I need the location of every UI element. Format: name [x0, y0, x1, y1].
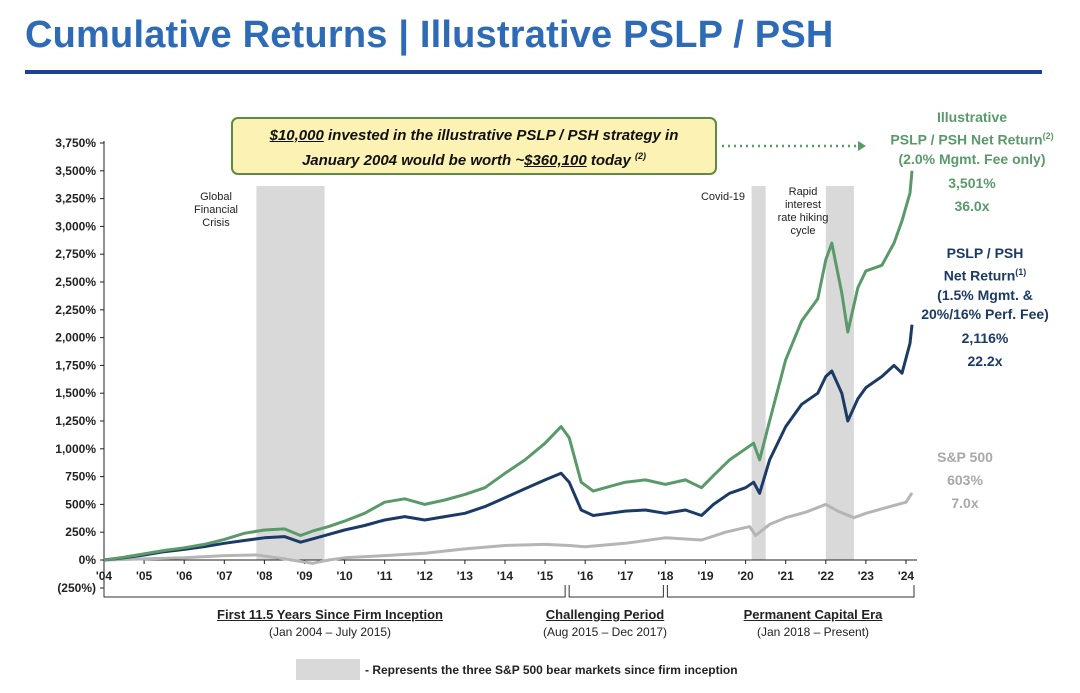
y-tick-label: 1,000% [55, 442, 96, 456]
period-bracket-2 [666, 585, 915, 598]
x-tick-label: '24 [898, 569, 915, 583]
y-tick-label: 1,750% [55, 358, 96, 372]
x-tick-label: '05 [136, 569, 153, 583]
page-title: Cumulative Returns | Illustrative PSLP /… [25, 14, 834, 56]
period-permanent-sub: (Jan 2018 – Present) [756, 625, 870, 639]
pslp-pct: 2,116% [961, 329, 1009, 346]
callout-footnote: (2) [635, 151, 647, 161]
series-line-sp500 [103, 492, 914, 565]
y-tick-label: 3,000% [55, 219, 96, 233]
x-tick-label: '12 [417, 569, 434, 583]
illustrative-l3: (2.0% Mgmt. Fee only) [898, 150, 1046, 167]
bear-market-shade-0 [256, 186, 325, 560]
callout-value: $360,100 [524, 152, 587, 169]
sp500-mult: 7.0x [951, 495, 979, 511]
pslp-l2: Net Return [943, 267, 1016, 284]
x-tick-label: '18 [657, 569, 674, 583]
pslp-note: (1) [1015, 267, 1027, 277]
y-tick-label: 2,750% [55, 247, 96, 261]
callout-text-1: invested in the illustrative PSLP / PSH … [323, 127, 679, 144]
illustrative-note: (2) [1042, 131, 1054, 141]
pslp-series-label: PSLP / PSH Net Return(1) (1.5% Mgmt. & 2… [915, 244, 1055, 371]
x-tick-label: '07 [216, 569, 233, 583]
x-tick-label: '09 [296, 569, 313, 583]
legend-text: - Represents the three S&P 500 bear mark… [365, 663, 738, 677]
illustrative-l1: Illustrative [936, 109, 1008, 125]
callout-text-3: today [586, 152, 636, 169]
rate-hike-label: Rapid interest rate hiking cycle [777, 186, 829, 237]
x-tick-label: '04 [96, 569, 113, 583]
x-tick-label: '17 [617, 569, 634, 583]
y-tick-label: 750% [65, 470, 96, 484]
gfc-label: Global Financial Crisis [193, 191, 239, 229]
period-first-sub: (Jan 2004 – July 2015) [268, 625, 392, 639]
x-tick-label: '19 [697, 569, 714, 583]
x-tick-label: '21 [778, 569, 795, 583]
period-challenging-heading: Challenging Period [545, 607, 665, 622]
y-tick-label: 3,750% [55, 136, 96, 150]
period-permanent-heading: Permanent Capital Era [743, 607, 883, 622]
callout-arrow-head [858, 141, 866, 151]
period-bracket-1 [568, 585, 664, 598]
callout-amount: $10,000 [269, 127, 324, 144]
x-tick-label: '11 [377, 569, 393, 583]
period-bracket-0 [103, 585, 566, 598]
bear-market-shade-1 [751, 186, 766, 560]
x-tick-label: '23 [858, 569, 875, 583]
investment-callout: $10,000 invested in the illustrative PSL… [231, 117, 717, 175]
series-line-illustrative [103, 170, 914, 562]
x-tick-label: '14 [497, 569, 514, 583]
x-tick-label: '06 [176, 569, 193, 583]
sp500-l1: S&P 500 [937, 449, 993, 465]
sp500-series-label: S&P 500 603% 7.0x [920, 448, 1010, 513]
pslp-l1: PSLP / PSH [946, 245, 1024, 261]
title-underline [25, 70, 1042, 74]
x-tick-label: '10 [336, 569, 353, 583]
illustrative-mult: 36.0x [954, 197, 990, 214]
x-tick-label: '22 [818, 569, 835, 583]
pslp-mult: 22.2x [967, 352, 1003, 369]
y-tick-label: 2,250% [55, 303, 96, 317]
y-tick-label: 1,250% [55, 414, 96, 428]
illustrative-pct: 3,501% [948, 174, 996, 191]
period-first: First 11.5 Years Since Firm Inception (J… [190, 606, 470, 640]
x-tick-label: '08 [256, 569, 273, 583]
callout-text-2: January 2004 would be worth ~ [301, 152, 525, 169]
y-tick-label: 250% [65, 525, 96, 539]
y-tick-label: 2,500% [55, 275, 96, 289]
y-tick-label: 500% [65, 497, 96, 511]
legend-swatch [296, 659, 360, 680]
y-tick-label: 2,000% [55, 331, 96, 345]
series-line-pslp [103, 324, 914, 562]
x-tick-label: '15 [537, 569, 554, 583]
covid-label: Covid-19 [700, 191, 746, 203]
y-tick-label: 0% [79, 553, 97, 567]
period-challenging: Challenging Period (Aug 2015 – Dec 2017) [520, 606, 690, 640]
x-tick-label: '13 [457, 569, 474, 583]
y-tick-label: (250%) [57, 581, 96, 595]
y-tick-label: 3,250% [55, 192, 96, 206]
x-tick-label: '16 [577, 569, 594, 583]
sp500-pct: 603% [947, 472, 983, 488]
y-tick-label: 1,500% [55, 386, 96, 400]
period-first-heading: First 11.5 Years Since Firm Inception [217, 607, 443, 622]
period-challenging-sub: (Aug 2015 – Dec 2017) [542, 625, 668, 639]
x-tick-label: '20 [737, 569, 754, 583]
illustrative-l2: PSLP / PSH Net Return [890, 131, 1043, 148]
period-permanent: Permanent Capital Era (Jan 2018 – Presen… [720, 606, 906, 640]
pslp-l4: 20%/16% Perf. Fee) [921, 305, 1049, 322]
pslp-l3: (1.5% Mgmt. & [937, 286, 1033, 303]
y-tick-label: 3,500% [55, 164, 96, 178]
illustrative-series-label: Illustrative PSLP / PSH Net Return(2) (2… [872, 108, 1072, 216]
